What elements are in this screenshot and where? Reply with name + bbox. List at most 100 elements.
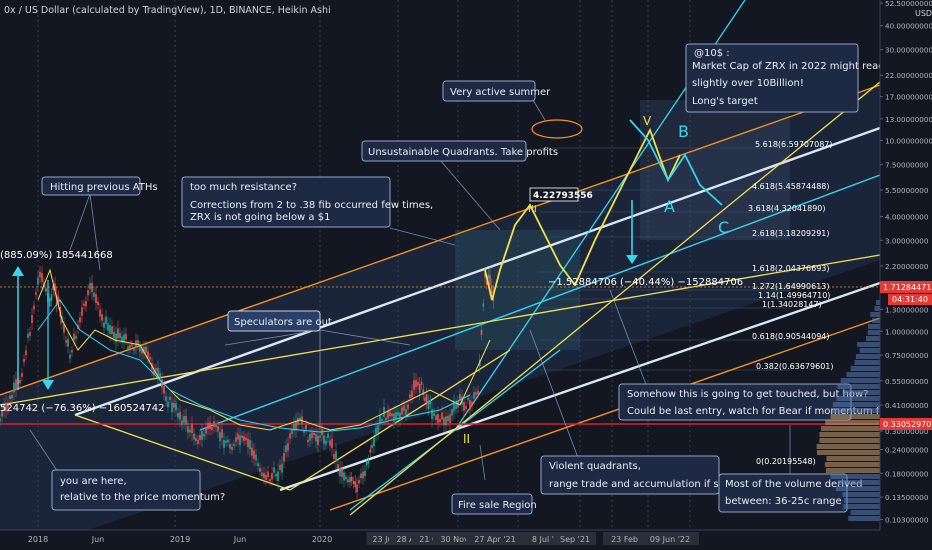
volume-profile-bar xyxy=(857,342,880,347)
x-tick-label: 27 Apr '21 xyxy=(474,535,515,544)
y-tick-label: 17.00000000 xyxy=(885,93,932,102)
candle-body xyxy=(285,445,287,452)
note-market-cap[interactable]: @10$ : Market Cap of ZRX in 2022 might r… xyxy=(685,43,890,113)
support-price-tag: 0.33052970 xyxy=(880,418,932,430)
candle-body xyxy=(219,432,221,442)
volume-profile-bar xyxy=(824,462,880,467)
note-touched[interactable]: Somehow this is going to get touched, bu… xyxy=(618,383,896,421)
candle-body xyxy=(223,439,225,448)
wave-label-iii: III xyxy=(528,204,537,215)
candle-body xyxy=(95,294,97,304)
note-volume[interactable]: Most of the volume derived between: 36-2… xyxy=(718,473,863,513)
candle-body xyxy=(259,468,261,472)
candle-body xyxy=(265,474,267,480)
note-speculators[interactable]: Speculators are out xyxy=(227,310,332,332)
x-tick-label: 09 Jun '22 xyxy=(650,535,690,544)
candle-body xyxy=(225,440,227,443)
candle-body xyxy=(467,398,469,401)
candle-body xyxy=(469,399,471,410)
candle-body xyxy=(473,392,475,399)
svg-text:between: 36-25c range: between: 36-25c range xyxy=(725,496,842,507)
fib-level-label: 2.618(3.18209291) xyxy=(752,229,830,238)
candle-body xyxy=(480,329,483,335)
candle-body xyxy=(413,380,415,390)
candle-body xyxy=(111,326,113,334)
candle-body xyxy=(319,435,321,438)
candle-body xyxy=(287,443,289,451)
volume-profile-bar xyxy=(848,516,880,521)
candle-body xyxy=(307,439,309,443)
note-fire-sale[interactable]: Fire sale Region xyxy=(451,493,537,515)
vertical-grid xyxy=(37,0,691,530)
candle-body xyxy=(155,368,157,371)
candle-body xyxy=(441,412,443,420)
svg-text:Violent quadrants,: Violent quadrants, xyxy=(549,461,641,472)
candle-body xyxy=(179,412,181,420)
candle-body xyxy=(231,446,233,451)
price-axis xyxy=(880,0,932,530)
candle-body xyxy=(399,412,401,421)
note-violent-quadrants[interactable]: Violent quadrants, range trade and accum… xyxy=(540,455,748,495)
candle-body xyxy=(293,423,295,431)
volume-profile-bar xyxy=(870,312,880,317)
candle-body xyxy=(425,394,428,404)
candle-body xyxy=(123,334,125,343)
candle-body xyxy=(295,420,297,431)
y-tick-label: 3.00000000 xyxy=(885,236,929,245)
candle-body xyxy=(367,459,370,464)
candle-body xyxy=(418,384,421,393)
candle-body xyxy=(0,418,1,422)
candle-body xyxy=(159,373,161,378)
note-active-summer[interactable]: Very active summer xyxy=(442,80,551,102)
svg-text:Somehow this is going to get t: Somehow this is going to get touched, bu… xyxy=(627,389,869,400)
candle-body xyxy=(263,472,265,479)
candle-body xyxy=(141,348,143,354)
volume-profile-bar xyxy=(832,408,880,413)
candle-body xyxy=(63,324,65,333)
y-tick-label: 0.30000000 xyxy=(885,427,929,436)
candle-body xyxy=(215,424,217,428)
svg-text:04:31:40: 04:31:40 xyxy=(892,295,928,304)
candle-body xyxy=(165,396,167,402)
candle-body xyxy=(11,394,13,399)
candle-body xyxy=(149,357,151,360)
note-unsustainable[interactable]: Unsustainable Quadrants. Take profits xyxy=(361,140,558,162)
candle-body xyxy=(485,281,488,285)
candle-body xyxy=(201,431,203,440)
note-resistance[interactable]: too much resistance? Corrections from 2 … xyxy=(181,176,433,228)
note-you-are-here[interactable]: you are here, relative to the price mome… xyxy=(51,469,225,511)
fib-level-label: 1.14(1.49964710) xyxy=(758,291,830,300)
candle-body xyxy=(19,380,21,384)
y-tick-label: 52.50000000 xyxy=(885,0,932,8)
svg-text:@10$ :: @10$ : xyxy=(694,48,730,59)
candle-body xyxy=(195,438,197,441)
candle-body xyxy=(411,390,413,398)
candle-body xyxy=(335,451,337,462)
candle-body xyxy=(299,417,301,421)
candle-body xyxy=(447,415,449,422)
candle-body xyxy=(237,433,239,440)
candle-body xyxy=(379,415,381,423)
candle-body xyxy=(89,283,91,289)
candle-body xyxy=(389,412,391,417)
candle-body xyxy=(29,331,31,336)
volume-profile-bar xyxy=(865,336,880,341)
volume-profile-bar xyxy=(840,378,880,383)
svg-text:too much resistance?: too much resistance? xyxy=(190,182,297,193)
candle-body xyxy=(39,271,41,278)
candle-body xyxy=(484,273,486,278)
candle-body xyxy=(482,303,485,307)
y-tick-label: 1.00000000 xyxy=(885,327,929,336)
candle-body xyxy=(31,314,33,324)
candle-body xyxy=(5,402,7,412)
candle-body xyxy=(107,323,109,331)
candle-body xyxy=(489,274,491,285)
candle-body xyxy=(393,413,395,422)
note-hitting-ath[interactable]: Hitting previous ATHs xyxy=(41,176,158,196)
candle-body xyxy=(465,406,467,410)
candle-body xyxy=(331,438,333,449)
candle-body xyxy=(139,346,141,352)
candle-body xyxy=(1,410,3,417)
